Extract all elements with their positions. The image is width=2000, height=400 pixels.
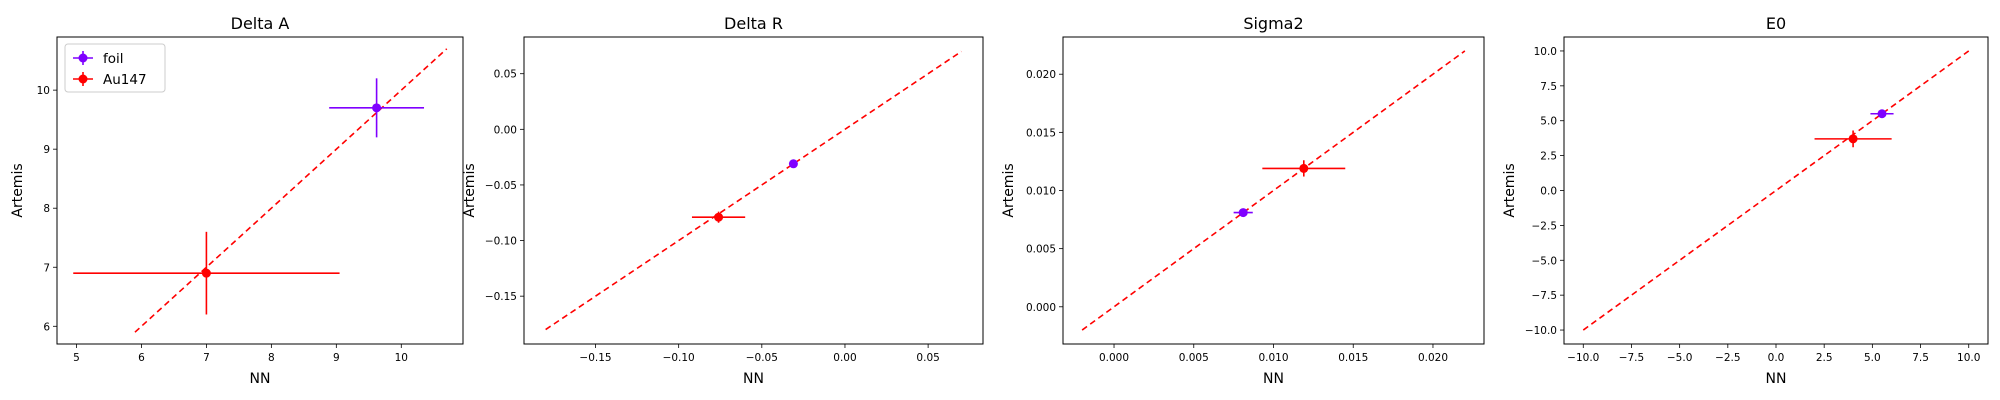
y-tick-label: −0.05: [485, 180, 517, 192]
y-tick-label: 7: [43, 262, 50, 274]
x-tick-label: 10: [395, 352, 408, 364]
reference-line: [1582, 50, 1970, 331]
x-tick-label: 9: [333, 352, 340, 364]
legend-box: [64, 43, 166, 93]
y-axis-label: Artemis: [1502, 163, 1518, 217]
x-axis-label: NN: [1766, 371, 1787, 387]
y-tick-label: 6: [43, 321, 50, 333]
chart-title: E0: [1766, 14, 1786, 33]
reference-line: [1081, 50, 1466, 331]
x-tick-label: −0.15: [579, 352, 611, 364]
data-point-foil: [1238, 208, 1248, 218]
x-tick-label: 0.015: [1338, 352, 1368, 364]
x-axis-label: NN: [250, 371, 271, 387]
y-tick-label: −10.0: [1525, 325, 1557, 337]
y-tick-label: 0.00: [494, 124, 517, 136]
y-axis-label: Artemis: [1001, 163, 1017, 217]
y-tick-label: 0.005: [1026, 244, 1056, 256]
chart-panel-2: −0.15 −0.10 −0.05 0.00 0.05 −0.15 −0.10 −0.05 0.…: [462, 14, 984, 387]
x-axis-label: NN: [743, 371, 764, 387]
y-tick-label: 5.0: [1540, 116, 1557, 128]
data-point-au147: [1299, 163, 1309, 173]
x-tick-label: 0.020: [1418, 352, 1448, 364]
y-tick-label: 0.000: [1026, 302, 1056, 314]
y-tick-label: 0.020: [1026, 69, 1056, 81]
x-tick-label: 0.00: [833, 352, 856, 364]
y-tick-label: −0.15: [485, 291, 517, 303]
y-tick-label: 8: [43, 203, 50, 215]
y-axis-label: Artemis: [10, 163, 26, 217]
chart-title: Delta R: [724, 14, 783, 33]
x-tick-label: −2.5: [1715, 352, 1741, 364]
x-tick-label: 0.05: [916, 352, 939, 364]
chart-panel-3: 0.000 0.005 0.010 0.015 0.020 0.000 0.005 0.010…: [1001, 14, 1485, 387]
legend-marker: [78, 53, 88, 63]
y-tick-label: 0.010: [1026, 186, 1056, 198]
x-tick-label: 2.5: [1816, 352, 1833, 364]
legend-marker: [78, 74, 88, 84]
legend: foil Au147: [64, 43, 166, 93]
x-axis-label: NN: [1263, 371, 1284, 387]
x-tick-label: −5.0: [1667, 352, 1693, 364]
x-tick-label: 7: [203, 352, 210, 364]
data-point-foil: [788, 159, 798, 169]
y-tick-label: 10: [37, 85, 50, 97]
x-tick-label: −7.5: [1619, 352, 1645, 364]
data-point-au147: [1848, 134, 1858, 144]
y-tick-label: 0.05: [494, 69, 517, 81]
y-tick-label: 10.0: [1534, 46, 1557, 58]
reference-line: [134, 48, 448, 333]
x-tick-label: 10.0: [1957, 352, 1980, 364]
x-tick-label: 7.5: [1912, 352, 1929, 364]
y-tick-label: −0.10: [485, 236, 517, 248]
x-tick-label: 0.000: [1099, 352, 1129, 364]
data-point-au147: [201, 268, 211, 278]
axes-frame: [523, 36, 984, 345]
y-tick-label: −5.0: [1532, 255, 1558, 267]
axes-frame: [56, 36, 464, 345]
x-tick-label: −0.05: [746, 352, 778, 364]
legend-label: foil: [103, 51, 124, 67]
x-tick-label: 5: [73, 352, 80, 364]
x-tick-label: −0.10: [663, 352, 695, 364]
y-tick-label: 0.015: [1026, 127, 1056, 139]
reference-line: [545, 50, 962, 331]
data-point-foil: [372, 103, 382, 113]
x-tick-label: 0.0: [1768, 352, 1785, 364]
y-tick-label: 9: [43, 144, 50, 156]
y-tick-label: 2.5: [1540, 151, 1557, 163]
y-tick-label: 7.5: [1540, 81, 1557, 93]
chart-title: Delta A: [231, 14, 290, 33]
data-point-au147: [714, 212, 724, 222]
y-tick-label: −7.5: [1532, 290, 1558, 302]
chart-panel-1: 5 6 7 8 9 10 6 7 8 9 10 Delta A NN Artemis foil Au147: [10, 14, 464, 387]
x-tick-label: 8: [268, 352, 275, 364]
chart-title: Sigma2: [1243, 14, 1303, 33]
x-tick-label: 5.0: [1864, 352, 1881, 364]
x-tick-label: 6: [138, 352, 145, 364]
legend-label: Au147: [103, 72, 147, 88]
x-tick-label: 0.005: [1179, 352, 1209, 364]
x-tick-label: −10.0: [1567, 352, 1599, 364]
y-tick-label: −2.5: [1532, 220, 1558, 232]
x-tick-label: 0.010: [1258, 352, 1288, 364]
chart-panel-4: −10.0 −7.5 −5.0 −2.5 0.0 2.5 5.0 7.5 10.0 −10.0 −7…: [1502, 14, 1989, 387]
y-tick-label: 0.0: [1540, 186, 1557, 198]
y-axis-label: Artemis: [462, 163, 478, 217]
data-point-foil: [1877, 109, 1887, 119]
